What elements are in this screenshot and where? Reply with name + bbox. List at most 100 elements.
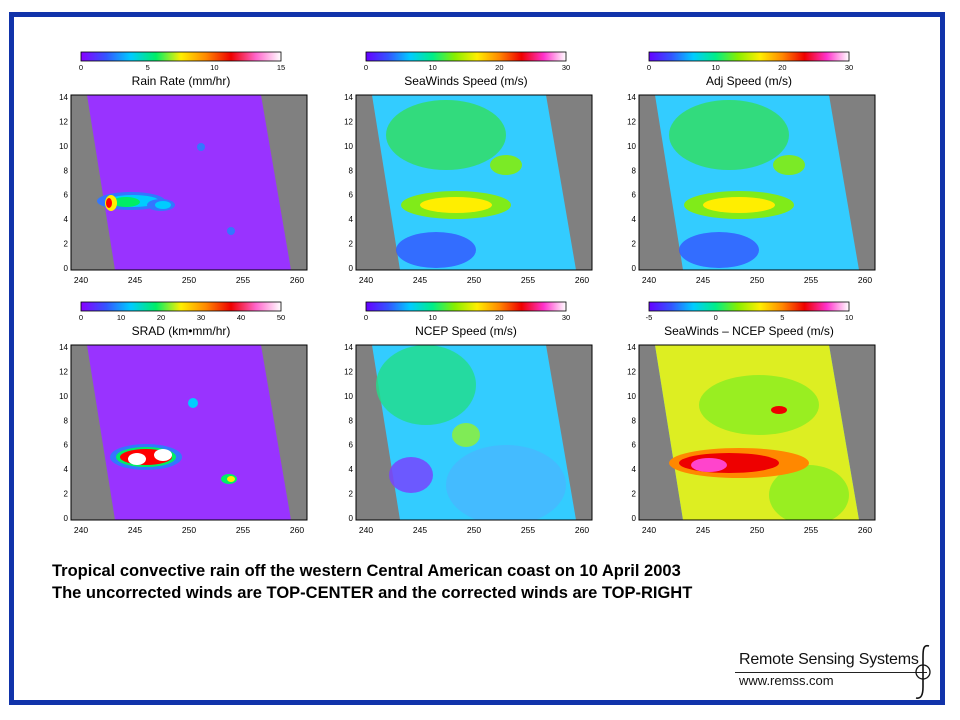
x-tick-label: 245 [413,275,427,285]
x-tick-label: 250 [467,525,481,535]
y-tick-label: 10 [627,142,636,151]
panel-rain-rate-svg: 0 5 10 15 Rain Rate (mm/hr) 0 2 4 6 8 10 12 14 240 245… [59,51,308,285]
x-tick-label: 255 [236,525,250,535]
panel-title: Adj Speed (m/s) [706,74,792,88]
y-tick-label: 12 [627,367,636,376]
y-tick-label: 6 [349,441,354,450]
x-tick-label: 260 [290,275,304,285]
x-tick-label: 255 [236,275,250,285]
panel-title: Rain Rate (mm/hr) [132,74,231,88]
x-tick-label: 245 [696,525,710,535]
colorbar-tick-label: 10 [428,313,436,322]
data-swath [87,345,291,520]
panel-srad-svg: 0 10 20 30 40 50 SRAD (km•mm/hr) 0 2 4 6 8 10 12 14 240… [59,301,308,535]
colorbar-tick-label: 0 [647,63,651,72]
map-image [639,95,875,270]
colorbar-tick-label: 30 [845,63,853,72]
y-tick-label: 12 [344,367,353,376]
data-swath [87,95,291,270]
map-image [356,345,592,520]
x-tick-label: 240 [359,525,373,535]
map-image [71,345,307,520]
y-tick-label: 8 [632,416,637,425]
y-tick-label: 12 [59,117,68,126]
x-tick-label: 245 [696,275,710,285]
colorbar-tick-label: 10 [117,313,125,322]
y-tick-label: 6 [349,191,354,200]
y-tick-label: 12 [59,367,68,376]
x-tick-label: 250 [182,525,196,535]
y-tick-label: 4 [349,215,354,224]
colorbar-tick-label: 10 [210,63,218,72]
y-tick-label: 6 [632,441,637,450]
colorbar-tick-label: 0 [79,313,83,322]
y-tick-label: 2 [349,490,354,499]
colorbar-tick-label: 0 [364,63,368,72]
x-tick-label: 255 [804,525,818,535]
y-tick-label: 2 [64,490,69,499]
panel-difference-svg: -5 0 5 10 SeaWinds – NCEP Speed (m/s) 0 2 4 6 8 10… [627,301,876,535]
y-tick-label: 12 [627,117,636,126]
y-tick-label: 6 [632,191,637,200]
x-tick-label: 245 [413,525,427,535]
y-tick-label: 0 [64,264,69,273]
y-tick-label: 14 [59,93,68,102]
map-image [71,95,307,270]
y-tick-label: 0 [349,514,354,523]
colorbar-tick-label: 50 [277,313,285,322]
x-tick-label: 240 [642,275,656,285]
y-tick-label: 0 [632,264,637,273]
y-tick-label: 8 [349,416,354,425]
x-tick-label: 250 [750,525,764,535]
y-tick-label: 10 [59,142,68,151]
x-tick-label: 260 [575,525,589,535]
map-image [356,95,592,270]
panel-seawinds-speed-svg: 0 10 20 30 SeaWinds Speed (m/s) 0 2 4 6 8 10 12 14 24… [344,51,593,285]
y-tick-label: 4 [632,215,637,224]
colorbar-tick-label: 10 [711,63,719,72]
y-tick-label: 2 [349,240,354,249]
y-tick-label: 6 [64,191,69,200]
x-tick-label: 255 [521,275,535,285]
x-tick-label: 260 [290,525,304,535]
colorbar-tick-label: 0 [714,313,718,322]
y-tick-label: 14 [59,343,68,352]
y-tick-label: 8 [349,166,354,175]
remss-logo: Remote Sensing Systems www.remss.com [735,643,940,703]
y-tick-label: 2 [632,240,637,249]
y-tick-label: 14 [344,343,353,352]
x-tick-label: 245 [128,275,142,285]
colorbar-tick-label: 10 [845,313,853,322]
map-image [639,345,875,520]
y-tick-label: 4 [64,465,69,474]
colorbar [365,301,567,312]
y-tick-label: 10 [59,392,68,401]
colorbar [365,51,567,62]
panel-title: SRAD (km•mm/hr) [132,324,231,338]
colorbar-tick-label: 40 [237,313,245,322]
y-tick-label: 8 [632,166,637,175]
panel-srad: 0 10 20 30 40 50 SRAD (km•mm/hr) 0 2 4 6 8 10 12 14 240… [55,295,331,543]
colorbar-tick-label: 15 [277,63,285,72]
y-tick-label: 4 [632,465,637,474]
y-tick-label: 4 [64,215,69,224]
panel-title: SeaWinds Speed (m/s) [404,74,527,88]
y-tick-label: 6 [64,441,69,450]
y-tick-label: 0 [632,514,637,523]
integral-icon [915,644,931,699]
x-tick-label: 245 [128,525,142,535]
logo-title: Remote Sensing Systems [739,651,919,668]
y-tick-label: 12 [344,117,353,126]
colorbar-tick-label: 10 [428,63,436,72]
colorbar-tick-label: 0 [79,63,83,72]
colorbar [648,51,850,62]
colorbar-tick-label: 30 [562,313,570,322]
panel-rain-rate: 0 5 10 15 Rain Rate (mm/hr) 0 2 4 6 8 10 12 14 240 245… [55,45,331,293]
y-tick-label: 14 [344,93,353,102]
caption-line-1: Tropical convective rain off the western… [52,562,681,580]
colorbar [648,301,850,312]
colorbar-tick-label: -5 [646,313,653,322]
panel-title: SeaWinds – NCEP Speed (m/s) [664,324,834,338]
x-tick-label: 250 [182,275,196,285]
x-tick-label: 260 [858,525,872,535]
